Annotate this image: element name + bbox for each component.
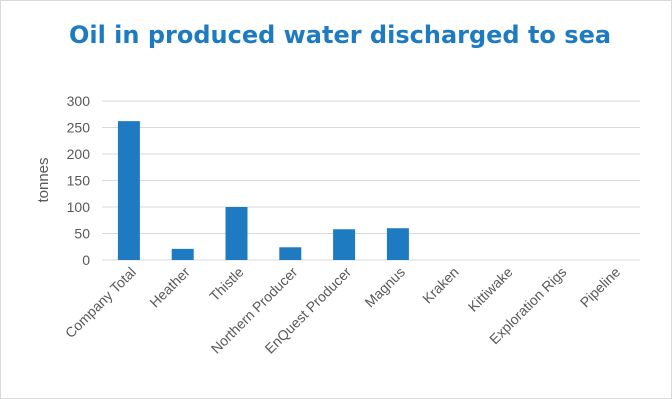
- y-tick-label: 200: [67, 146, 91, 162]
- y-tick-label: 250: [67, 120, 91, 136]
- bar: [171, 248, 194, 260]
- y-tick-label: 50: [74, 226, 90, 242]
- x-tick-label: Pipeline: [577, 264, 624, 311]
- gridlines: [102, 100, 640, 261]
- bar: [333, 229, 356, 260]
- y-tick-label: 300: [67, 93, 91, 109]
- y-axis-label: tonnes: [35, 157, 52, 202]
- bar: [279, 247, 302, 260]
- y-tick-label: 0: [82, 252, 90, 268]
- x-tick-label: Thistle: [206, 264, 247, 305]
- chart-title: Oil in produced water discharged to sea: [68, 21, 612, 49]
- bar: [117, 121, 140, 260]
- y-axis-ticks: 0 50 100 150 200 250 300: [67, 93, 91, 268]
- x-tick-label: Kraken: [419, 264, 462, 307]
- x-tick-label: Kittiwake: [465, 264, 516, 315]
- y-tick-label: 100: [67, 199, 91, 215]
- bar: [225, 207, 248, 260]
- x-tick-label: Magnus: [361, 264, 408, 311]
- x-tick-label: Company Total: [62, 264, 139, 341]
- x-tick-label: Heather: [146, 264, 193, 311]
- bar: [386, 228, 409, 260]
- bars: [117, 121, 409, 260]
- y-tick-label: 150: [67, 173, 91, 189]
